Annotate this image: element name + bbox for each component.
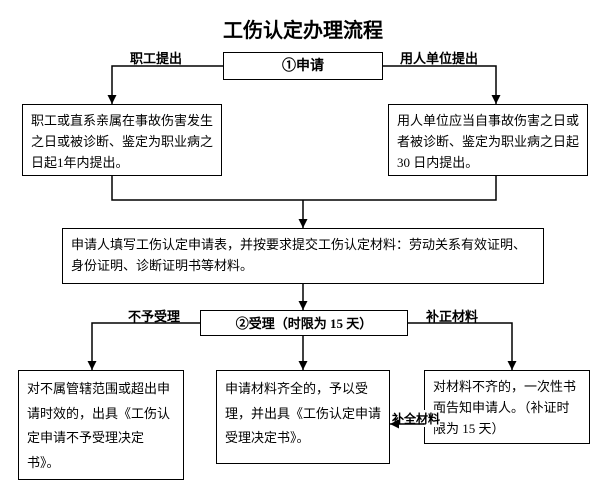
node-supplement: 对材料不齐的，一次性书面告知申请人。（补证时限为 15 天）: [424, 370, 590, 444]
node-apply: ①申请: [223, 52, 383, 80]
label-employee-submit: 职工提出: [130, 48, 182, 67]
label-not-accepted: 不予受理: [128, 306, 180, 325]
label-correct-materials: 补正材料: [426, 306, 478, 325]
node-employer-deadline: 用人单位应当自事故伤害之日或者被诊断、鉴定为职业病之日起 30 日内提出。: [388, 104, 588, 176]
node-employee-deadline: 职工或直系亲属在事故伤害发生之日或被诊断、鉴定为职业病之日起1年内提出。: [22, 104, 222, 176]
page-title: 工伤认定办理流程: [0, 14, 606, 43]
label-employer-submit: 用人单位提出: [400, 48, 478, 67]
node-reject: 对不属管辖范围或超出申请时效的，出具《工伤认定申请不予受理决定书》。: [18, 370, 184, 480]
label-complete-materials: 补全材料: [392, 410, 440, 427]
node-accept: ②受理（时限为 15 天）: [200, 310, 408, 336]
node-accept-decision: 申请材料齐全的，予以受理，并出具《工伤认定申请受理决定书》。: [216, 370, 390, 464]
node-submit-materials: 申请人填写工伤认定申请表，并按要求提交工伤认定材料：劳动关系有效证明、身份证明、…: [62, 228, 544, 284]
